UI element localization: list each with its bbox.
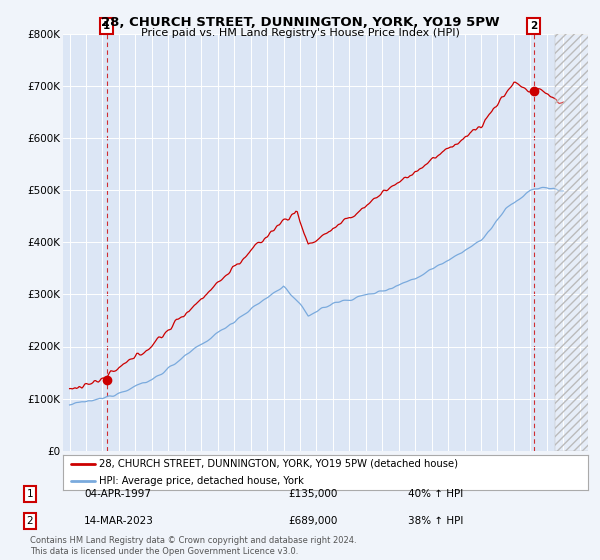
Text: £689,000: £689,000 — [288, 516, 337, 526]
Text: Contains HM Land Registry data © Crown copyright and database right 2024.
This d: Contains HM Land Registry data © Crown c… — [30, 536, 356, 556]
Text: 2: 2 — [26, 516, 34, 526]
Text: £135,000: £135,000 — [288, 489, 337, 499]
Text: 38% ↑ HPI: 38% ↑ HPI — [408, 516, 463, 526]
Text: Price paid vs. HM Land Registry's House Price Index (HPI): Price paid vs. HM Land Registry's House … — [140, 28, 460, 38]
Text: 28, CHURCH STREET, DUNNINGTON, YORK, YO19 5PW (detached house): 28, CHURCH STREET, DUNNINGTON, YORK, YO1… — [98, 459, 458, 469]
Text: HPI: Average price, detached house, York: HPI: Average price, detached house, York — [98, 477, 304, 486]
Text: 2: 2 — [530, 21, 538, 31]
Text: 1: 1 — [103, 21, 110, 31]
Text: 28, CHURCH STREET, DUNNINGTON, YORK, YO19 5PW: 28, CHURCH STREET, DUNNINGTON, YORK, YO1… — [101, 16, 499, 29]
Text: 1: 1 — [26, 489, 34, 499]
Text: 04-APR-1997: 04-APR-1997 — [84, 489, 151, 499]
Text: 14-MAR-2023: 14-MAR-2023 — [84, 516, 154, 526]
Text: 40% ↑ HPI: 40% ↑ HPI — [408, 489, 463, 499]
